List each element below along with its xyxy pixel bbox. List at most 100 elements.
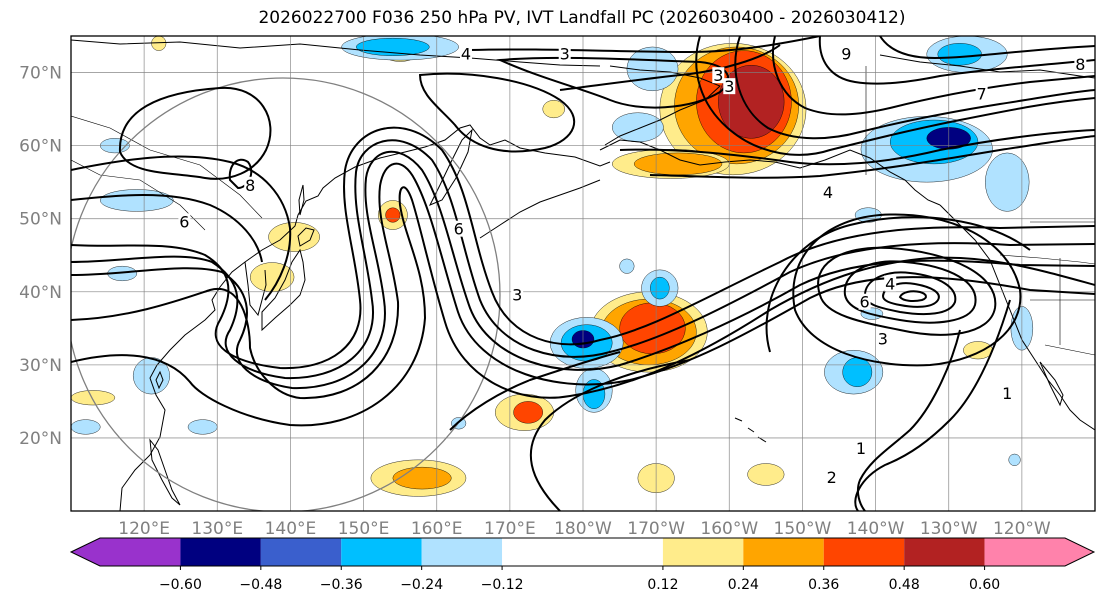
pv-shading-blob: [985, 152, 1030, 212]
figure-title: 2026022700 F036 250 hPa PV, IVT Landfall…: [258, 8, 906, 28]
colorbar-segment: [100, 538, 181, 566]
contour-line: [879, 36, 1095, 60]
contour-label-bg: [1074, 56, 1087, 73]
pv-contours: [71, 36, 1095, 511]
contour-line: [559, 44, 781, 91]
pv-shading-blob: [71, 390, 116, 406]
colorbar-segment: [823, 538, 905, 566]
lon-tick-label: 120°E: [118, 519, 170, 539]
lon-tick-label: 160°W: [700, 519, 758, 539]
pv-shading-blob: [937, 43, 982, 66]
colorbar-segments: [71, 538, 1094, 566]
contour-label-bg: [876, 330, 889, 347]
contour-line: [71, 139, 1095, 380]
colorbar-tick-label: −0.36: [320, 577, 363, 593]
pv-shading-blob: [1008, 453, 1021, 466]
contour-label: 3: [512, 285, 522, 304]
contour-line: [71, 155, 292, 301]
contour-line: [792, 213, 1022, 367]
contour-line: [418, 72, 576, 153]
contour-label-bg: [840, 45, 853, 62]
contour-label: 8: [1075, 55, 1085, 74]
lon-tick-label: 160°E: [411, 519, 463, 539]
contour-line: [695, 36, 1095, 156]
colorbar-extend-high: [1065, 538, 1094, 566]
contour-label: 3: [713, 66, 723, 85]
pv-shading-blob: [747, 463, 785, 486]
pv-shading-blob: [268, 222, 320, 252]
pv-shading-blob: [187, 419, 218, 435]
contour-label: 6: [860, 293, 870, 312]
colorbar-outline: [69, 537, 1096, 567]
pv-shading-blob: [513, 401, 543, 424]
contour-label-bg: [244, 176, 257, 193]
lon-tick-label: 150°W: [774, 519, 832, 539]
colorbar-segment: [260, 538, 342, 566]
contour-line: [817, 246, 997, 336]
contour-line: [71, 186, 1095, 427]
contour-label-bg: [712, 67, 725, 84]
contour-line: [843, 260, 977, 324]
contour-line: [863, 271, 957, 316]
pv-shading-blob: [100, 189, 174, 212]
contour-label: 3: [724, 77, 734, 96]
lat-tick-label: 50°N: [19, 210, 62, 230]
lon-tick-label: 140°W: [847, 519, 905, 539]
contour-line: [71, 150, 1095, 390]
contour-line: [856, 329, 961, 511]
lon-tick-label: 120°W: [993, 519, 1051, 539]
colorbar-ticks: −0.60 −0.48 −0.36 −0.24 −0.12 0.12 0.24 0.36 0.4…: [159, 566, 1000, 593]
colorbar-tick-label: 0.60: [969, 577, 1000, 593]
contour-label: 6: [454, 220, 464, 239]
contour-line: [854, 299, 1011, 511]
contour-label: 3: [560, 44, 570, 63]
contour-label: 1: [856, 439, 866, 458]
colorbar-tick-label: 0.36: [808, 577, 839, 593]
colorbar-tick-label: −0.60: [159, 577, 202, 593]
lon-tick-label: 130°W: [920, 519, 978, 539]
coastlines: [71, 39, 1095, 511]
contour-label-bg: [1001, 385, 1014, 402]
colorbar-extend-low: [71, 538, 100, 566]
coastline-korea: [244, 261, 267, 317]
colorbar-segment: [904, 538, 985, 566]
colorbar-tick-label: 0.24: [728, 577, 759, 593]
contour-line: [772, 36, 1095, 116]
contour-line: [71, 194, 263, 263]
contour-line: [449, 351, 621, 431]
colorbar-tick-label: −0.48: [239, 577, 282, 593]
lat-tick-label: 60°N: [19, 137, 62, 157]
colorbar-tick-label: −0.12: [481, 577, 524, 593]
lat-tick-label: 30°N: [19, 356, 62, 376]
lon-tick-label: 130°E: [191, 519, 243, 539]
contour-label-bg: [884, 275, 897, 292]
contour-line: [734, 36, 1095, 140]
contour-label: 4: [461, 44, 471, 63]
colorbar-segment: [180, 538, 261, 566]
lon-tick-label: 180°W: [554, 519, 612, 539]
contour-label-bg: [511, 286, 524, 303]
contour-line: [898, 290, 927, 302]
lon-tick-label: 140°E: [265, 519, 317, 539]
colorbar: −0.60 −0.48 −0.36 −0.24 −0.12 0.12 0.24 0.36 0.4…: [69, 537, 1096, 593]
lat-tick-label: 70°N: [19, 64, 62, 84]
pv-shading-blob: [650, 276, 670, 300]
contour-label-bg: [178, 213, 191, 230]
contour-line: [469, 36, 821, 54]
coastline-arctic-canada: [879, 54, 1095, 79]
contour-label: 8: [245, 176, 255, 195]
colorbar-segment: [984, 538, 1065, 566]
contour-line: [71, 162, 1095, 400]
contour-label: 3: [878, 329, 888, 348]
latitude-axis: 20°N 30°N 40°N 50°N 60°N 70°N: [19, 64, 62, 449]
contour-label: 7: [977, 84, 987, 103]
coastline-alaska: [599, 139, 941, 206]
contour-line: [529, 359, 691, 511]
border-us-states: [1030, 221, 1095, 345]
pv-shading-blob: [249, 262, 295, 292]
coastline-sakhalin: [298, 184, 305, 216]
coastline-arctic-russia: [71, 39, 601, 67]
contour-label-bg: [452, 220, 465, 237]
contour-label-bg: [459, 45, 472, 62]
